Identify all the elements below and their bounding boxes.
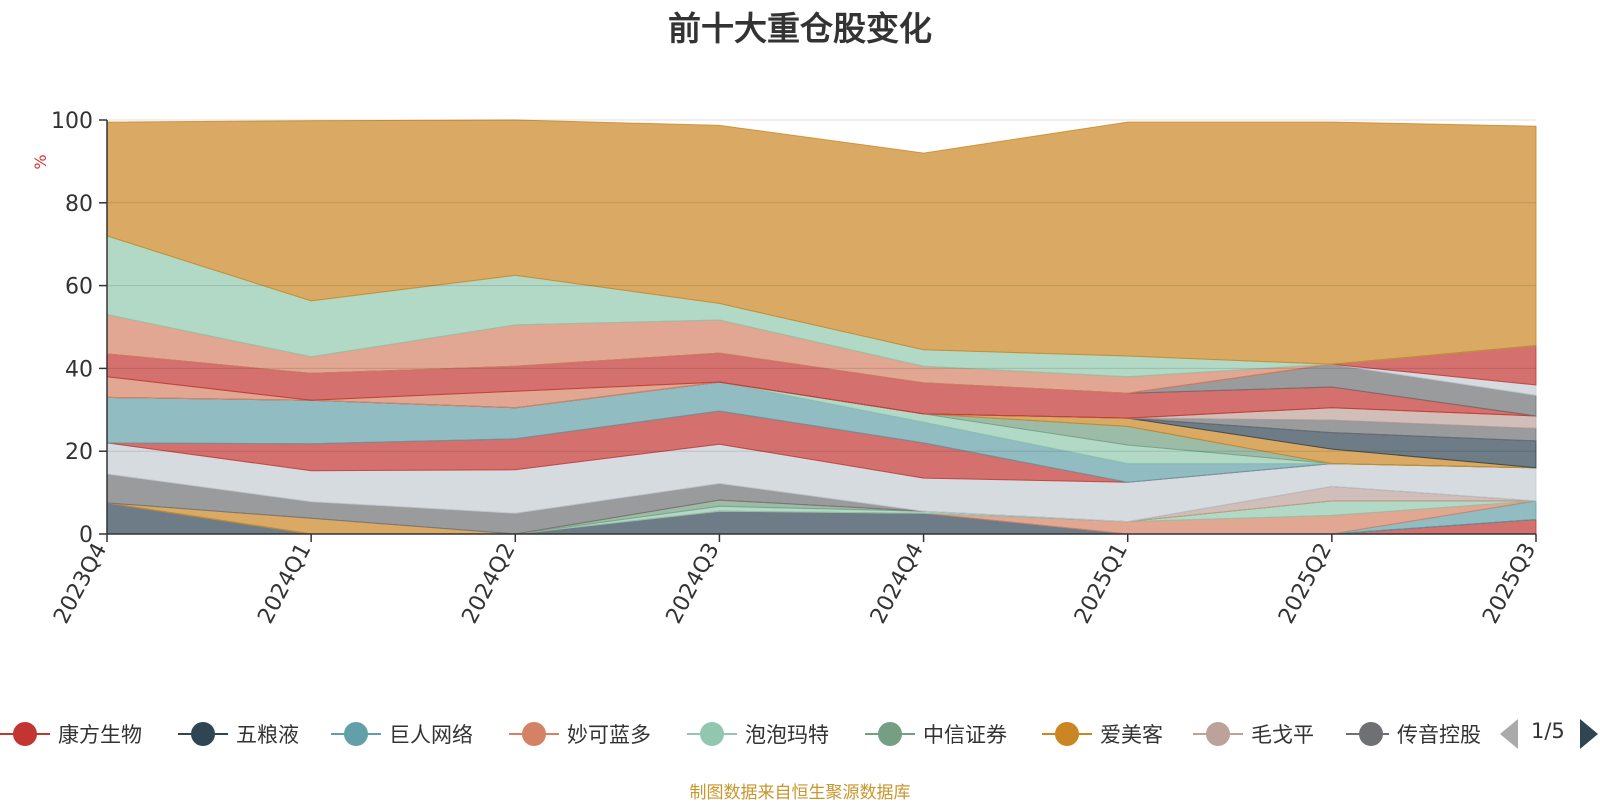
legend-label: 传音控股: [1397, 723, 1481, 747]
legend-dot-icon: [1055, 722, 1079, 746]
legend-dot-icon: [522, 722, 546, 746]
y-tick-label: 100: [51, 109, 93, 134]
y-tick-label: 0: [79, 523, 93, 548]
chart-plot: 0 20 40 60 80 100 2023Q4 2024Q1 2024Q2 2024Q3 2024…: [31, 109, 1541, 628]
legend-dot-icon: [878, 722, 902, 746]
legend-dot-icon: [1206, 722, 1230, 746]
y-axis-unit-label: %: [31, 154, 50, 169]
legend-dot-icon: [13, 722, 37, 746]
legend-item[interactable]: 五粮液: [178, 716, 299, 752]
x-tick-label: 2024Q4: [866, 539, 929, 628]
legend-label: 五粮液: [236, 723, 299, 747]
legend-next-page-button[interactable]: [1580, 719, 1598, 749]
axes: [99, 119, 1537, 542]
x-tick-label: 2023Q4: [49, 539, 112, 628]
legend-label: 泡泡玛特: [745, 723, 829, 747]
legend-item[interactable]: 妙可蓝多: [509, 716, 651, 752]
legend-label: 毛戈平: [1251, 723, 1314, 747]
legend-prev-page-button[interactable]: [1500, 719, 1518, 749]
legend-label: 中信证券: [923, 723, 1007, 747]
y-tick-label: 20: [65, 440, 93, 465]
legend-marker: [687, 716, 737, 752]
legend-item[interactable]: 毛戈平: [1193, 716, 1314, 752]
legend-dot-icon: [1359, 722, 1383, 746]
legend: 康方生物 五粮液 巨人网络 妙可蓝多 泡泡玛特 中信证券 爱美客 毛戈平 传音控股: [0, 716, 1600, 752]
x-tick-label: 2025Q2: [1274, 539, 1337, 628]
legend-label: 康方生物: [58, 723, 142, 747]
x-tick-label: 2025Q3: [1478, 539, 1541, 628]
legend-marker: [509, 716, 559, 752]
legend-dot-icon: [344, 722, 368, 746]
y-tick-label: 40: [65, 357, 93, 382]
legend-marker: [331, 716, 381, 752]
legend-marker: [1346, 716, 1389, 752]
x-tick-label: 2024Q2: [458, 539, 521, 628]
legend-label: 巨人网络: [389, 723, 473, 747]
legend-item[interactable]: 巨人网络: [331, 716, 473, 752]
legend-dot-icon: [191, 722, 215, 746]
legend-item[interactable]: 爱美客: [1042, 716, 1163, 752]
legend-marker: [1042, 716, 1092, 752]
y-tick-label: 60: [65, 275, 93, 300]
legend-dot-icon: [700, 722, 724, 746]
legend-item[interactable]: 泡泡玛特: [687, 716, 829, 752]
legend-label: 妙可蓝多: [567, 723, 651, 747]
chart-title: 前十大重仓股变化: [668, 9, 932, 48]
y-tick-label: 80: [65, 192, 93, 217]
source-note: 制图数据来自恒生聚源数据库: [689, 783, 911, 803]
legend-marker: [178, 716, 228, 752]
legend-marker: [1193, 716, 1243, 752]
area-其他[interactable]: [106, 119, 1537, 365]
legend-item[interactable]: 中信证券: [865, 716, 1007, 752]
legend-marker: [865, 716, 915, 752]
area-series-layer: [106, 119, 1537, 535]
x-tick-label: 2024Q1: [253, 539, 316, 628]
x-tick-label: 2024Q3: [662, 539, 725, 628]
legend-label: 爱美客: [1100, 723, 1163, 747]
x-tick-label: 2025Q1: [1070, 539, 1133, 628]
legend-item[interactable]: 康方生物: [0, 716, 142, 752]
legend-marker: [0, 716, 50, 752]
legend-page-indicator: 1/5: [1531, 719, 1565, 743]
legend-item[interactable]: 传音控股: [1346, 716, 1481, 752]
